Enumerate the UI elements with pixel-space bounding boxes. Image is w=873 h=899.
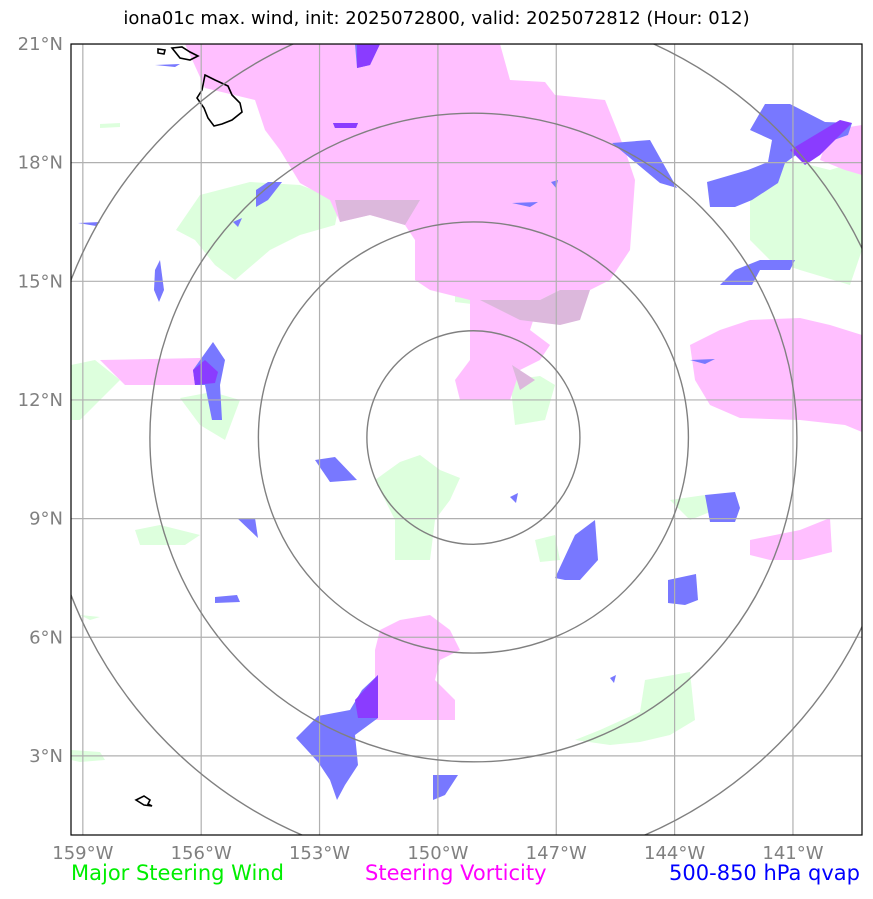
overlap-layer	[193, 44, 852, 718]
x-tick-label: 144°W	[644, 843, 705, 864]
qvap-area	[705, 492, 740, 522]
y-tick-label: 21°N	[18, 34, 63, 55]
overlap-area	[355, 675, 378, 718]
x-tick-label: 150°W	[407, 843, 468, 864]
coastlines	[134, 46, 243, 807]
qvap-area	[256, 182, 282, 207]
steering-vorticity-layer	[100, 44, 862, 720]
x-tick-label: 147°W	[526, 843, 587, 864]
overlap-area	[357, 44, 380, 68]
overlap-area	[512, 365, 535, 390]
y-tick-label: 9°N	[29, 509, 63, 530]
qvap-area	[315, 457, 357, 482]
vorticity-area	[690, 318, 862, 432]
y-tick-label: 15°N	[18, 271, 63, 292]
qvap-area	[233, 218, 242, 227]
y-tick-label: 12°N	[18, 390, 63, 411]
overlap-area	[333, 123, 358, 128]
qvap-area	[237, 518, 258, 538]
range-ring	[366, 330, 581, 546]
qvap-area	[690, 359, 715, 364]
qvap-area	[510, 493, 518, 503]
wind-area	[135, 525, 200, 545]
wind-area	[100, 123, 120, 128]
overlap-area	[480, 290, 590, 325]
wind-area	[575, 672, 695, 745]
qvap-area	[707, 104, 852, 207]
qvap-area	[555, 520, 598, 580]
hawaii-big-island	[196, 73, 243, 127]
overlap-wind-vort-layer	[335, 200, 590, 390]
wind-area	[176, 182, 340, 280]
wind-area	[535, 535, 560, 562]
gridlines	[71, 44, 862, 835]
y-axis-ticks: 21°N 18°N 15°N 12°N 9°N 6°N 3°N	[18, 34, 63, 767]
map-title: iona01c max. wind, init: 2025072800, val…	[123, 8, 750, 29]
range-ring	[257, 221, 690, 654]
y-tick-label: 3°N	[29, 746, 63, 767]
qvap-area	[215, 595, 240, 603]
hawaii-small	[157, 48, 166, 55]
vorticity-area	[375, 615, 460, 720]
legend-steering-vorticity: Steering Vorticity	[365, 861, 547, 885]
qvap-area	[668, 574, 698, 605]
overlap-area	[193, 360, 218, 385]
legend-steering-wind: Major Steering Wind	[71, 861, 284, 885]
hawaii-maui	[170, 46, 200, 61]
qvap-area	[433, 775, 458, 800]
legend-qvap: 500-850 hPa qvap	[669, 861, 860, 885]
wind-area	[750, 160, 862, 285]
range-rings	[71, 44, 862, 835]
x-tick-label: 156°W	[171, 843, 232, 864]
qvap-area	[720, 260, 795, 285]
overlap-area	[335, 200, 420, 225]
wind-area	[375, 455, 460, 560]
vorticity-area	[100, 358, 210, 385]
wind-area	[180, 392, 240, 440]
x-tick-label: 153°W	[289, 843, 350, 864]
overlap-area	[790, 120, 852, 165]
wind-area	[80, 615, 100, 620]
range-ring	[149, 112, 798, 763]
x-tick-label: 159°W	[52, 843, 113, 864]
qvap-area	[610, 675, 616, 683]
qvap-area	[512, 202, 538, 207]
vorticity-area	[750, 518, 832, 560]
x-axis-ticks: 159°W 156°W 153°W 150°W 147°W 144°W 141°W	[52, 843, 823, 864]
wind-area	[670, 495, 715, 520]
qvap-area	[155, 64, 180, 67]
island-south	[134, 795, 153, 807]
y-tick-label: 6°N	[29, 627, 63, 648]
x-tick-label: 141°W	[762, 843, 823, 864]
map-frame	[70, 43, 863, 836]
y-tick-label: 18°N	[18, 153, 63, 174]
qvap-area	[78, 222, 100, 226]
